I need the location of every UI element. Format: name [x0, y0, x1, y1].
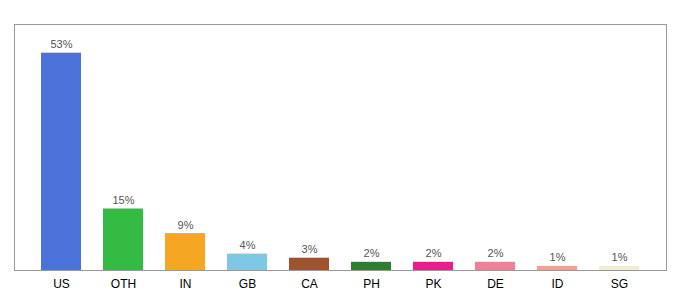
- svg-text:PH: PH: [363, 277, 380, 291]
- svg-text:PK: PK: [425, 277, 441, 291]
- svg-text:9%: 9%: [178, 219, 194, 231]
- svg-text:53%: 53%: [50, 38, 72, 50]
- svg-text:1%: 1%: [612, 251, 628, 263]
- svg-text:DE: DE: [487, 277, 504, 291]
- svg-text:4%: 4%: [240, 239, 256, 251]
- svg-text:GB: GB: [239, 277, 256, 291]
- svg-text:2%: 2%: [426, 247, 442, 259]
- svg-text:ID: ID: [552, 277, 564, 291]
- svg-text:3%: 3%: [302, 243, 318, 255]
- svg-text:2%: 2%: [488, 247, 504, 259]
- svg-text:SG: SG: [611, 277, 628, 291]
- svg-text:2%: 2%: [364, 247, 380, 259]
- svg-text:IN: IN: [180, 277, 192, 291]
- svg-text:OTH: OTH: [111, 277, 136, 291]
- svg-text:US: US: [53, 277, 70, 291]
- svg-text:1%: 1%: [550, 251, 566, 263]
- svg-text:15%: 15%: [112, 194, 134, 206]
- svg-text:CA: CA: [301, 277, 318, 291]
